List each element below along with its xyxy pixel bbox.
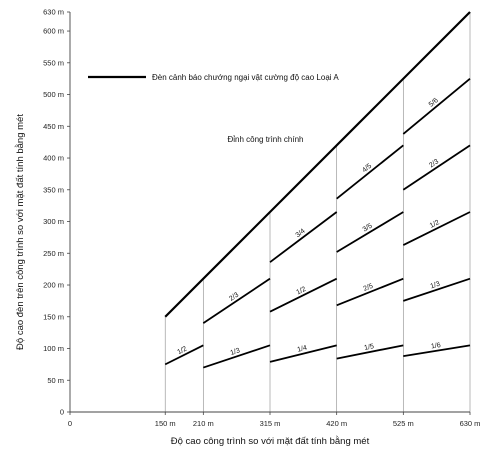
segment-label: 1/6 xyxy=(431,342,442,350)
segment-label: 1/2 xyxy=(176,345,188,356)
y-tick-label: 350 m xyxy=(43,185,64,194)
x-tick-label: 630 m xyxy=(460,419,481,428)
y-tick-label: 600 m xyxy=(43,27,64,36)
light-level-line xyxy=(403,277,471,302)
y-tick-label: 0 xyxy=(60,408,64,417)
light-level-line xyxy=(164,344,204,366)
segment-label: 1/2 xyxy=(429,219,441,230)
x-tick-label: 150 m xyxy=(155,419,176,428)
segment-label: 4/5 xyxy=(361,163,373,175)
segment-label: 1/5 xyxy=(364,343,375,352)
y-tick-label: 200 m xyxy=(43,281,64,290)
segment-label: 1/4 xyxy=(297,345,308,354)
legend-label: Đèn cảnh báo chướng ngại vật cường độ ca… xyxy=(152,73,339,82)
x-tick-label: 315 m xyxy=(260,419,281,428)
light-level-line xyxy=(203,344,271,369)
x-axis-title: Độ cao công trình so với mặt đất tính bằ… xyxy=(171,436,370,447)
segment-label: 2/3 xyxy=(228,291,240,302)
x-tick-label: 0 xyxy=(68,419,72,428)
light-level-line xyxy=(402,77,471,135)
light-level-line xyxy=(269,344,337,363)
light-level-line xyxy=(403,344,471,358)
segment-label: 3/5 xyxy=(362,223,374,234)
y-axis-title: Độ cao đèn trên công trình so với mặt đấ… xyxy=(15,114,26,350)
light-level-line xyxy=(402,211,471,246)
segment-label: 5/6 xyxy=(428,97,440,109)
x-tick-label: 420 m xyxy=(326,419,347,428)
segment-label: 1/3 xyxy=(430,281,442,291)
x-tick-label: 210 m xyxy=(193,419,214,428)
light-level-line xyxy=(336,277,404,307)
series-lines xyxy=(164,11,471,369)
segment-label: 1/2 xyxy=(295,286,307,297)
y-tick-label: 450 m xyxy=(43,122,64,131)
axes xyxy=(67,11,471,415)
light-level-line xyxy=(202,277,271,324)
tick-labels: 0 50 m 100 m 150 m 200 m 250 m 300 m 350 m 400 m… xyxy=(43,8,480,429)
y-tick-label: 250 m xyxy=(43,249,64,258)
annotation-main-structure-top: Đỉnh công trình chính xyxy=(227,135,303,144)
segment-label: 2/5 xyxy=(363,283,375,293)
segment-label: 3/4 xyxy=(295,228,307,240)
segment-label: 2/3 xyxy=(428,158,440,169)
main-structure-top-line xyxy=(164,11,471,318)
light-level-line xyxy=(336,211,404,253)
light-level-line xyxy=(336,344,404,360)
y-tick-label: 500 m xyxy=(43,90,64,99)
segment-labels: 1/2 1/3 2/3 1/4 1/2 3/4 1/5 2/5 3/5 4/5 1/6 1/3 1/2 2… xyxy=(176,97,441,357)
light-level-line xyxy=(402,144,471,191)
y-tick-label: 400 m xyxy=(43,154,64,163)
x-tick-label: 525 m xyxy=(393,419,414,428)
y-tick-label: 150 m xyxy=(43,312,64,321)
light-level-line xyxy=(269,277,338,313)
light-level-line xyxy=(336,144,404,200)
segment-label: 1/3 xyxy=(230,347,242,357)
y-tick-label: 100 m xyxy=(43,344,64,353)
y-tick-label: 50 m xyxy=(47,376,64,385)
legend: Đèn cảnh báo chướng ngại vật cường độ ca… xyxy=(88,73,339,82)
y-tick-label: 550 m xyxy=(43,58,64,67)
y-tick-label: 630 m xyxy=(43,8,64,17)
light-level-line xyxy=(269,211,338,263)
y-tick-label: 300 m xyxy=(43,217,64,226)
